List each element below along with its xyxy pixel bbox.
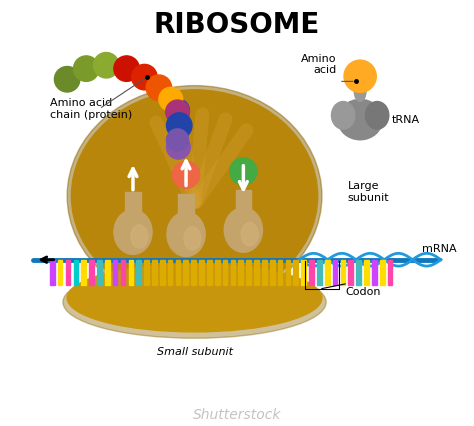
Bar: [301, 260, 306, 285]
Bar: [191, 260, 196, 285]
Circle shape: [159, 87, 182, 111]
Ellipse shape: [224, 208, 263, 252]
Bar: [105, 260, 109, 285]
Circle shape: [132, 64, 157, 90]
Bar: [183, 260, 188, 285]
Bar: [121, 260, 125, 285]
Text: Large
subunit: Large subunit: [347, 181, 389, 203]
Ellipse shape: [67, 264, 322, 332]
Bar: [372, 260, 377, 285]
Ellipse shape: [331, 101, 355, 129]
Bar: [137, 260, 141, 285]
FancyArrowPatch shape: [195, 114, 202, 202]
Text: mRNA: mRNA: [422, 244, 456, 254]
Ellipse shape: [184, 227, 201, 250]
Text: tRNA: tRNA: [392, 115, 420, 124]
Bar: [270, 260, 274, 285]
Bar: [278, 260, 283, 285]
Circle shape: [168, 117, 190, 139]
Ellipse shape: [338, 99, 383, 140]
Bar: [341, 260, 345, 285]
Bar: [89, 260, 94, 285]
Bar: [97, 260, 102, 285]
Ellipse shape: [72, 90, 318, 302]
Bar: [199, 260, 204, 285]
Bar: [380, 260, 384, 285]
Bar: [113, 260, 118, 285]
Ellipse shape: [241, 222, 258, 246]
Bar: [144, 260, 149, 285]
Bar: [317, 260, 322, 285]
Bar: [356, 260, 361, 285]
Circle shape: [93, 52, 119, 78]
Bar: [50, 260, 55, 285]
Bar: [176, 260, 180, 285]
Bar: [223, 260, 228, 285]
Ellipse shape: [131, 225, 148, 248]
Bar: [348, 260, 353, 285]
Ellipse shape: [354, 80, 366, 101]
Circle shape: [166, 100, 190, 124]
FancyArrowPatch shape: [179, 115, 194, 202]
Bar: [73, 260, 78, 285]
Bar: [231, 260, 235, 285]
Bar: [160, 260, 164, 285]
Ellipse shape: [114, 210, 152, 254]
Text: Shutterstock: Shutterstock: [193, 408, 281, 422]
Bar: [125, 192, 141, 215]
Text: Small subunit: Small subunit: [156, 347, 233, 357]
Bar: [309, 260, 314, 285]
Bar: [58, 260, 63, 285]
Ellipse shape: [365, 101, 389, 129]
Circle shape: [230, 158, 257, 185]
Circle shape: [146, 75, 172, 101]
Text: Amino acid
chain (protein): Amino acid chain (protein): [50, 98, 132, 120]
Bar: [236, 190, 251, 213]
Text: RIBOSOME: RIBOSOME: [154, 12, 320, 39]
Circle shape: [166, 129, 189, 151]
Bar: [168, 260, 173, 285]
Text: Amino
acid: Amino acid: [301, 54, 337, 75]
Bar: [325, 260, 329, 285]
Bar: [152, 260, 157, 285]
Bar: [364, 260, 369, 285]
Bar: [254, 260, 259, 285]
Ellipse shape: [67, 86, 322, 306]
Bar: [238, 260, 243, 285]
Bar: [82, 260, 86, 285]
Circle shape: [73, 56, 99, 81]
Bar: [128, 260, 133, 285]
Bar: [286, 260, 290, 285]
Bar: [207, 260, 212, 285]
Bar: [262, 260, 267, 285]
Text: Codon: Codon: [345, 287, 381, 297]
Circle shape: [173, 161, 200, 188]
Circle shape: [166, 135, 190, 159]
Ellipse shape: [167, 212, 205, 256]
FancyArrowPatch shape: [156, 122, 193, 202]
Circle shape: [114, 56, 139, 81]
Bar: [178, 194, 194, 217]
Bar: [388, 260, 392, 285]
FancyArrowPatch shape: [196, 130, 246, 202]
Bar: [215, 260, 219, 285]
Circle shape: [167, 99, 190, 121]
FancyArrowPatch shape: [195, 119, 226, 202]
Circle shape: [166, 113, 192, 138]
Bar: [246, 260, 251, 285]
Bar: [293, 260, 298, 285]
Bar: [66, 260, 70, 285]
Ellipse shape: [63, 266, 326, 338]
Bar: [333, 260, 337, 285]
Circle shape: [55, 66, 80, 92]
Circle shape: [344, 60, 376, 92]
